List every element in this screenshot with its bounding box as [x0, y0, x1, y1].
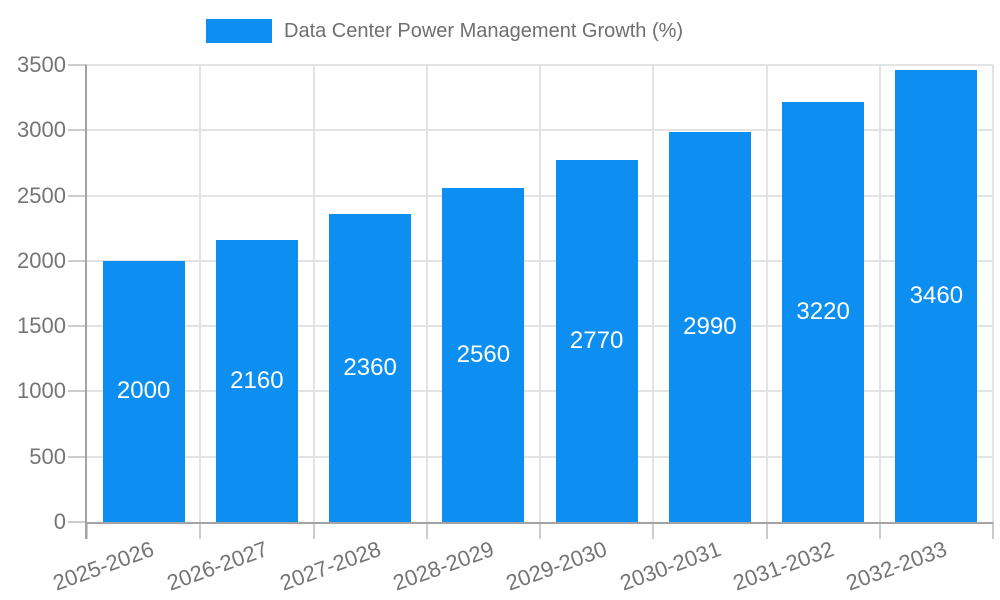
x-axis-tick [878, 522, 881, 539]
bar-2026-2027 [215, 239, 298, 522]
bar-2031-2032 [782, 101, 865, 522]
legend: Data Center Power Management Growth (%) [206, 19, 683, 43]
y-axis-line [85, 65, 87, 539]
gridline-vertical [878, 65, 881, 522]
y-axis-tick-label: 0 [53, 509, 66, 534]
bar-2029-2030 [555, 160, 638, 522]
x-axis-tick [539, 522, 541, 539]
bar-value-label: 2360 [343, 353, 397, 381]
bar-value-label: 2160 [230, 366, 284, 394]
x-category-label: 2032-2033 [842, 536, 951, 596]
x-category-label: 2025-2026 [50, 536, 158, 596]
bar-value-label: 2770 [569, 327, 624, 355]
x-axis-tick [425, 522, 428, 539]
y-axis-tick-label: 2000 [17, 247, 66, 273]
bar-value-label: 3460 [909, 282, 964, 310]
y-axis-tick-label: 500 [29, 443, 66, 469]
bar-value-label: 2000 [116, 377, 171, 405]
bar-value-label: 2560 [456, 340, 511, 368]
x-category-label: 2028-2029 [389, 536, 498, 596]
x-category-label: 2030-2031 [616, 536, 724, 596]
x-category-label: 2029-2030 [503, 536, 611, 596]
y-axis-tick [68, 194, 87, 197]
x-axis-line [87, 522, 993, 524]
x-category-label: 2031-2032 [729, 536, 837, 596]
x-axis-tick [199, 522, 202, 539]
x-category-label: 2027-2028 [276, 536, 384, 596]
y-axis-tick-label: 1000 [17, 378, 66, 404]
y-axis-tick-label: 2500 [17, 182, 66, 208]
bar-2032-2033 [895, 70, 978, 522]
y-axis-tick-label: 3000 [17, 117, 66, 143]
y-axis-tick [68, 259, 87, 262]
bar-value-label: 2990 [683, 312, 737, 340]
y-axis-tick [68, 390, 87, 393]
bar-2025-2026 [102, 260, 185, 522]
y-axis-tick [68, 64, 87, 66]
gridline-vertical [992, 65, 994, 522]
bar-2028-2029 [442, 187, 525, 522]
x-axis-tick [86, 522, 88, 539]
y-axis-tick [68, 455, 87, 458]
gridline-vertical [539, 65, 541, 522]
x-axis-tick [765, 522, 768, 539]
gridline-vertical [652, 65, 655, 522]
gridline-vertical [425, 65, 428, 522]
y-axis-tick [68, 521, 87, 523]
x-axis-tick [992, 522, 994, 539]
bar-2027-2028 [329, 213, 412, 522]
bar-2030-2031 [668, 131, 751, 522]
gridline-vertical [312, 65, 315, 522]
legend-label: Data Center Power Management Growth (%) [284, 19, 684, 42]
bar-value-label: 3220 [796, 297, 850, 325]
y-axis-tick-label: 3500 [17, 52, 66, 77]
x-axis-tick [312, 522, 315, 539]
legend-swatch [206, 19, 272, 43]
y-axis-tick [68, 325, 87, 328]
x-axis-tick [652, 522, 655, 539]
y-axis-tick [68, 129, 87, 132]
gridline-vertical [765, 65, 768, 522]
x-category-label: 2026-2027 [163, 536, 271, 596]
y-axis-tick-label: 1500 [17, 313, 66, 339]
gridline-vertical [199, 65, 202, 522]
